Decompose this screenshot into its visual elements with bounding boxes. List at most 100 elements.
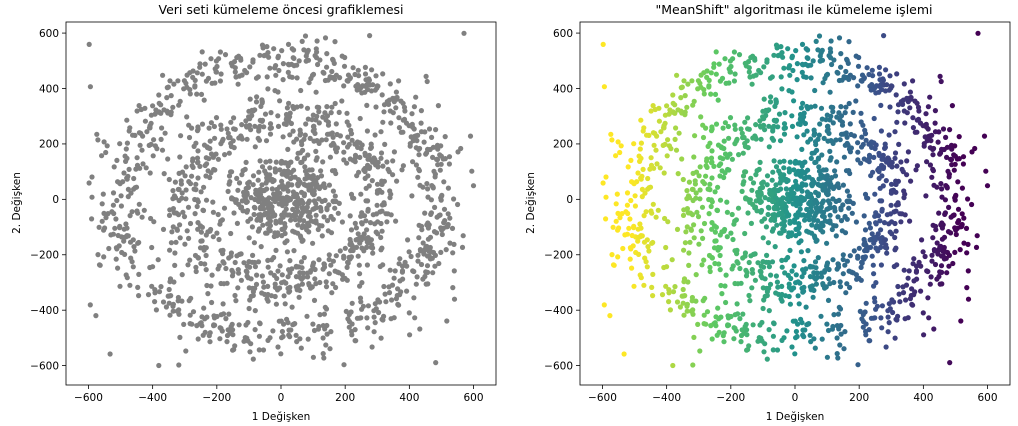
data-point (925, 104, 932, 110)
data-point (201, 142, 208, 148)
data-point (984, 183, 991, 189)
data-point (816, 182, 822, 188)
data-point (747, 298, 753, 304)
data-point (834, 114, 840, 120)
data-point (172, 179, 178, 185)
data-point (709, 255, 716, 261)
data-point (806, 217, 812, 223)
data-point (813, 276, 819, 282)
data-point (805, 248, 811, 254)
data-point (178, 181, 184, 187)
data-point (94, 131, 100, 137)
data-point (812, 212, 818, 218)
data-point (380, 71, 386, 77)
data-point (364, 315, 370, 321)
data-point (924, 124, 930, 130)
data-point (423, 73, 429, 79)
data-point (207, 330, 213, 336)
data-point (441, 206, 448, 212)
data-point (183, 187, 189, 193)
data-point (781, 121, 788, 127)
data-point (806, 229, 812, 235)
data-point (665, 137, 671, 143)
data-point (913, 263, 920, 269)
data-point (300, 270, 306, 276)
data-point (736, 52, 743, 58)
chart-title: "MeanShift" algoritması ile kümeleme işl… (655, 2, 932, 17)
data-point (364, 102, 370, 108)
data-point (263, 159, 269, 165)
data-point (794, 199, 800, 205)
data-point (837, 279, 843, 285)
data-point (882, 141, 888, 147)
data-point (854, 276, 860, 282)
data-point (969, 201, 975, 208)
data-point (175, 212, 182, 218)
data-point (235, 187, 241, 193)
data-point (299, 38, 305, 45)
data-point (320, 159, 326, 165)
data-point (268, 270, 274, 276)
data-point (624, 190, 631, 196)
data-point (325, 122, 332, 128)
data-point (326, 202, 332, 208)
data-point (214, 230, 220, 236)
data-point (871, 235, 877, 241)
data-point (649, 240, 655, 246)
data-point (118, 203, 124, 209)
data-point (277, 167, 283, 173)
data-point (927, 133, 933, 139)
data-point (421, 247, 428, 253)
data-point (332, 168, 338, 174)
data-point (713, 121, 720, 127)
data-point (287, 284, 293, 290)
data-point (856, 245, 862, 251)
data-point (201, 184, 207, 190)
data-point (734, 136, 740, 142)
data-point (163, 304, 169, 310)
data-point (757, 199, 763, 205)
data-point (827, 218, 833, 224)
data-point (332, 193, 338, 199)
data-point (766, 123, 772, 129)
data-point (183, 164, 189, 170)
data-point (805, 106, 811, 112)
data-point (183, 348, 189, 354)
data-point (812, 159, 818, 166)
data-point (124, 140, 130, 146)
data-point (855, 255, 861, 261)
data-point (801, 288, 807, 294)
data-point (252, 327, 258, 333)
data-point (740, 150, 746, 156)
data-point (738, 339, 744, 345)
data-point (427, 244, 433, 251)
data-point (278, 219, 284, 225)
data-point (951, 167, 957, 173)
data-point (673, 147, 680, 153)
data-point (965, 241, 971, 247)
data-point (842, 230, 849, 236)
data-point (243, 159, 249, 165)
data-point (294, 339, 300, 345)
data-point (715, 142, 722, 148)
data-point (847, 284, 853, 291)
data-point (745, 115, 751, 121)
data-point (870, 169, 876, 175)
data-point (318, 205, 324, 211)
data-point (726, 135, 732, 141)
data-point (732, 312, 738, 318)
data-point (132, 248, 138, 254)
data-point (938, 181, 944, 187)
data-point (875, 231, 881, 237)
data-point (732, 122, 738, 128)
data-point (719, 291, 725, 297)
x-tick-label: −200 (716, 392, 745, 404)
data-point (637, 146, 643, 152)
data-point (378, 335, 384, 341)
data-point (267, 165, 273, 171)
data-point (830, 109, 836, 115)
data-point (704, 309, 711, 315)
data-point (952, 161, 958, 167)
data-point (698, 114, 704, 120)
data-point (640, 166, 646, 172)
